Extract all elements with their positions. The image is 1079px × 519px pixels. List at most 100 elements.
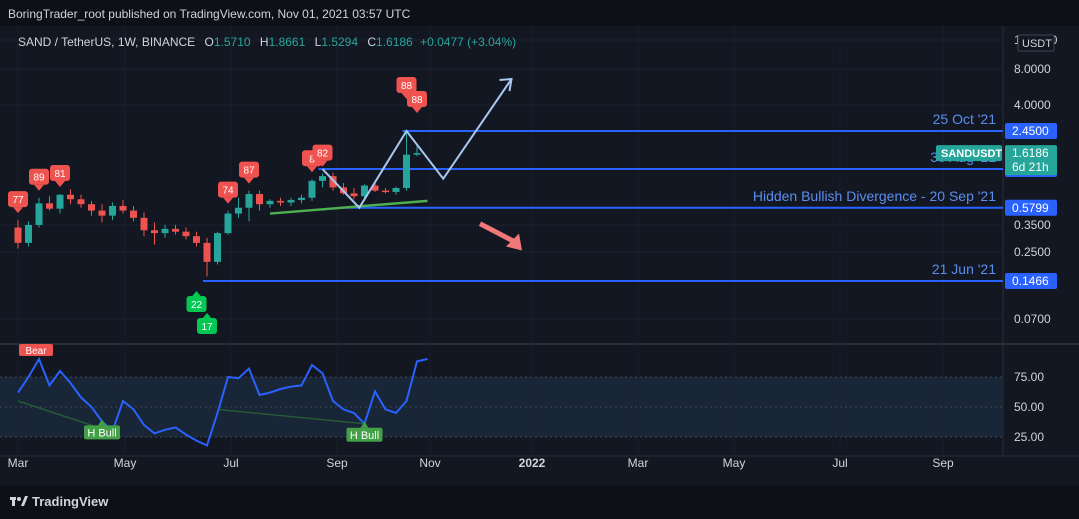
candle-body[interactable] bbox=[392, 188, 400, 192]
sell-signal-marker[interactable] bbox=[29, 168, 49, 185]
candle-body[interactable] bbox=[256, 194, 263, 205]
sell-signal-marker[interactable] bbox=[312, 144, 333, 161]
candle-body[interactable] bbox=[371, 185, 379, 191]
candle-body[interactable] bbox=[193, 236, 200, 243]
level-label: Hidden Bullish Divergence - 20 Sep '21 bbox=[753, 188, 996, 204]
candle-body[interactable] bbox=[161, 228, 169, 234]
sell-signal-label: 87 bbox=[243, 166, 255, 177]
rsi-bull-pointer bbox=[360, 421, 369, 428]
candle-body[interactable] bbox=[214, 233, 221, 262]
candle-body[interactable] bbox=[182, 231, 190, 237]
tradingview-logo[interactable]: TradingView bbox=[10, 494, 108, 509]
candle-body[interactable] bbox=[245, 194, 253, 208]
candle-body[interactable] bbox=[172, 228, 179, 232]
sell-signal-marker[interactable] bbox=[218, 181, 238, 198]
candle-body[interactable] bbox=[88, 204, 95, 211]
candle-body[interactable] bbox=[25, 224, 32, 243]
level-price-label: 0.1466 bbox=[1012, 274, 1049, 288]
open-label: O bbox=[204, 35, 214, 49]
candle-body[interactable] bbox=[319, 176, 326, 181]
rsi-bull-marker[interactable] bbox=[84, 425, 120, 440]
symbol-legend: SAND / TetherUS, 1W, BINANCE O1.5710 H1.… bbox=[18, 35, 516, 49]
time-tick-label: Sep bbox=[932, 456, 954, 470]
candle-body[interactable] bbox=[203, 242, 211, 262]
candle-body[interactable] bbox=[413, 153, 421, 155]
sell-signal-label: 74 bbox=[222, 186, 234, 197]
candle-body[interactable] bbox=[235, 207, 242, 214]
candle-body[interactable] bbox=[403, 154, 410, 189]
sell-signal-marker[interactable] bbox=[50, 165, 70, 182]
candle-body[interactable] bbox=[67, 194, 74, 200]
divergence-trend-line[interactable] bbox=[269, 199, 428, 215]
current-price-label: 1.6186 bbox=[1012, 146, 1049, 160]
candle-body[interactable] bbox=[56, 194, 64, 209]
low-value: 1.5294 bbox=[321, 35, 359, 49]
current-symbol-label: SANDUSDT bbox=[941, 148, 1002, 160]
sell-signal-label: 89 bbox=[33, 173, 45, 184]
candle-body[interactable] bbox=[298, 197, 305, 201]
buy-signal-marker[interactable] bbox=[186, 296, 207, 312]
rsi-tick-label: 25.00 bbox=[1014, 430, 1044, 444]
candle-body[interactable] bbox=[224, 213, 232, 234]
rsi-bear-marker[interactable] bbox=[19, 344, 53, 356]
bearish-arrow-shaft[interactable] bbox=[478, 221, 518, 245]
currency-badge[interactable] bbox=[1017, 34, 1055, 52]
rsi-tick-label: 50.00 bbox=[1014, 400, 1044, 414]
buy-signal-label: 22 bbox=[191, 300, 203, 311]
time-tick-label: May bbox=[723, 456, 746, 470]
sell-signal-label: 82 bbox=[317, 149, 329, 160]
chart-canvas[interactable]: 12.00008.00004.00000.35000.25000.0700USD… bbox=[0, 26, 1079, 485]
buy-signal-marker[interactable] bbox=[197, 318, 217, 334]
currency-badge-label: USDT bbox=[1022, 38, 1052, 50]
projection-arrowhead bbox=[499, 77, 513, 92]
candle-body[interactable] bbox=[98, 210, 106, 216]
level-price-badge bbox=[1005, 273, 1057, 289]
candle-body[interactable] bbox=[287, 200, 295, 203]
candle-body[interactable] bbox=[130, 210, 137, 218]
sell-signal-marker[interactable] bbox=[239, 161, 259, 178]
published-by-text: BoringTrader_root published on TradingVi… bbox=[8, 7, 411, 21]
rsi-bull-pointer bbox=[98, 419, 106, 426]
footer-bar: TradingView bbox=[0, 485, 1079, 519]
time-tick-label: Jul bbox=[832, 456, 847, 470]
sell-signal-pointer bbox=[317, 160, 328, 167]
candle-body[interactable] bbox=[308, 180, 316, 198]
candle-body[interactable] bbox=[46, 203, 53, 209]
current-symbol-badge bbox=[936, 145, 1002, 162]
time-tick-label: Jul bbox=[223, 456, 238, 470]
price-axis-panel bbox=[1003, 26, 1079, 485]
rsi-bull-marker[interactable] bbox=[346, 427, 383, 442]
candle-body[interactable] bbox=[119, 205, 127, 211]
sell-signal-label: 8 bbox=[309, 154, 315, 165]
sell-signal-pointer bbox=[34, 184, 44, 191]
candle-body[interactable] bbox=[382, 190, 389, 193]
rsi-line[interactable] bbox=[17, 356, 428, 447]
low-label: L bbox=[314, 35, 322, 49]
sell-signal-marker[interactable] bbox=[407, 91, 427, 107]
sell-signal-marker[interactable] bbox=[8, 191, 28, 208]
sell-signal-marker[interactable] bbox=[396, 77, 417, 93]
high-value: 1.8661 bbox=[268, 35, 306, 49]
level-label: 21 Jun '21 bbox=[932, 261, 996, 277]
candle-body[interactable] bbox=[350, 193, 358, 197]
projection-path[interactable] bbox=[321, 78, 513, 210]
candle-body[interactable] bbox=[329, 176, 337, 188]
candle-body[interactable] bbox=[77, 199, 85, 205]
sell-signal-pointer bbox=[55, 181, 65, 188]
rsi-bull-label: H Bull bbox=[87, 427, 116, 439]
candle-body[interactable] bbox=[277, 200, 284, 203]
candle-body[interactable] bbox=[35, 203, 43, 225]
rsi-bull-label: H Bull bbox=[350, 430, 379, 442]
time-tick-label: Mar bbox=[628, 456, 649, 470]
candle-body[interactable] bbox=[151, 230, 158, 234]
price-tick-label: 4.0000 bbox=[1014, 98, 1051, 112]
candle-body[interactable] bbox=[361, 185, 368, 197]
level-price-label: 0.5799 bbox=[1012, 201, 1049, 215]
sell-signal-label: 81 bbox=[54, 169, 66, 180]
candle-body[interactable] bbox=[109, 205, 116, 216]
candle-body[interactable] bbox=[140, 217, 148, 231]
close-value: 1.6186 bbox=[376, 35, 413, 49]
candle-body[interactable] bbox=[266, 200, 274, 205]
sell-signal-pointer bbox=[244, 177, 254, 184]
candle-body[interactable] bbox=[14, 227, 22, 243]
